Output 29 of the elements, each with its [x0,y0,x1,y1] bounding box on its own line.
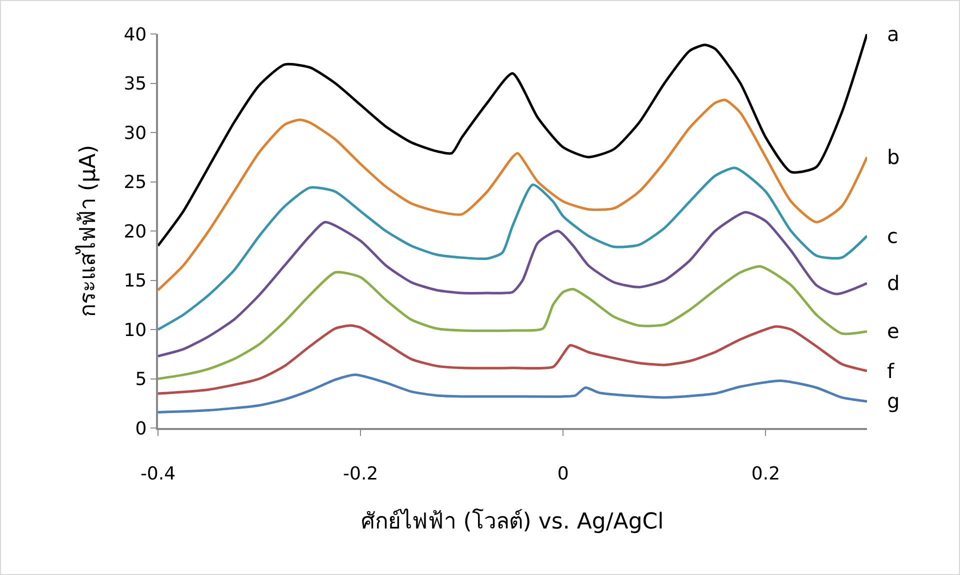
series-label: g [887,389,900,413]
line-series [158,166,867,331]
line-series [158,98,867,292]
series-label: e [887,319,900,343]
y-tick-label: 40 [124,24,147,46]
x-tick-label: -0.2 [343,463,378,484]
x-tick-label: 0.2 [751,463,780,484]
series-label: d [887,271,900,295]
line-series [158,374,867,414]
x-tick-label: 0 [557,463,569,484]
series-label: a [887,22,900,46]
y-tick-label: 5 [135,369,147,390]
line-series [158,34,867,248]
y-tick-label: 0 [135,418,147,440]
line-series [158,324,867,395]
y-tick-label: 10 [124,320,147,341]
x-tick-label: -0.4 [140,463,176,484]
series-label: f [887,359,895,383]
y-axis-title: กระแสไฟฟ้า (μA) [75,144,102,318]
x-axis-title: ศักย์ไฟฟ้า (โวลต์) vs. Ag/AgCl [361,508,664,535]
y-tick-label: 20 [124,221,147,242]
series-label: c [887,224,898,248]
y-tick-label: 25 [124,172,147,194]
y-tick-label: 35 [124,74,147,95]
line-series [158,265,867,380]
y-tick-label: 30 [124,122,147,144]
line-series [158,211,867,358]
y-tick-label: 15 [124,270,147,292]
series-label: b [887,145,900,169]
